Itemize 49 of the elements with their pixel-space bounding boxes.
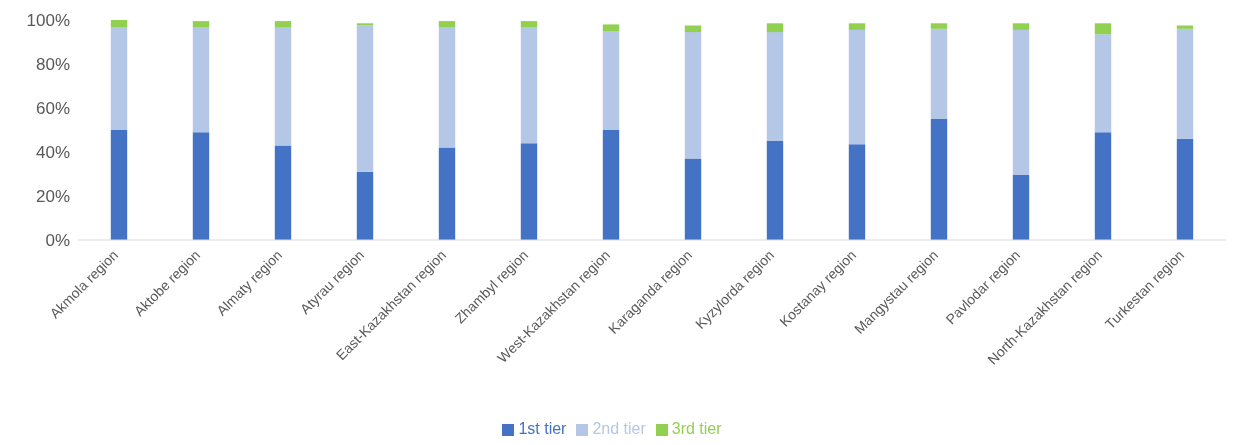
bar bbox=[766, 141, 784, 240]
bar bbox=[684, 158, 702, 240]
y-tick-label: 80% bbox=[35, 55, 70, 75]
bar bbox=[356, 23, 374, 26]
bar bbox=[520, 143, 538, 240]
bar bbox=[602, 130, 620, 240]
bar bbox=[520, 21, 538, 28]
bar bbox=[520, 27, 538, 144]
bar bbox=[848, 23, 866, 30]
legend-label: 1st tier bbox=[518, 420, 567, 437]
bar bbox=[848, 144, 866, 240]
bar bbox=[1094, 34, 1112, 133]
legend-label: 3rd tier bbox=[671, 420, 722, 437]
bar bbox=[1094, 23, 1112, 35]
bar bbox=[602, 24, 620, 31]
bar bbox=[274, 145, 292, 240]
bar bbox=[766, 23, 784, 33]
bar bbox=[1176, 28, 1194, 139]
bar bbox=[438, 21, 456, 28]
bar bbox=[274, 21, 292, 28]
bar bbox=[438, 147, 456, 240]
bar bbox=[110, 27, 128, 130]
bar bbox=[930, 28, 948, 119]
bar bbox=[848, 29, 866, 145]
bar bbox=[602, 31, 620, 130]
legend-label: 2nd tier bbox=[592, 420, 646, 437]
bar bbox=[1094, 132, 1112, 240]
y-tick-label: 40% bbox=[35, 143, 70, 163]
y-tick-label: 20% bbox=[35, 187, 70, 207]
bar bbox=[930, 119, 948, 240]
bar bbox=[192, 27, 210, 133]
bar bbox=[930, 23, 948, 29]
bar bbox=[1012, 23, 1030, 30]
y-tick-label: 100% bbox=[26, 11, 70, 31]
bar bbox=[192, 132, 210, 240]
bar bbox=[438, 27, 456, 148]
bar bbox=[356, 25, 374, 172]
bar bbox=[766, 32, 784, 141]
bar bbox=[192, 21, 210, 28]
bar bbox=[1176, 138, 1194, 240]
bar bbox=[1012, 29, 1030, 176]
bar bbox=[1012, 175, 1030, 240]
bar bbox=[110, 130, 128, 240]
bar bbox=[110, 20, 128, 28]
y-tick-label: 0% bbox=[45, 231, 70, 251]
bar bbox=[356, 171, 374, 240]
y-tick-label: 60% bbox=[35, 99, 70, 119]
bar bbox=[684, 32, 702, 159]
bar bbox=[274, 27, 292, 146]
